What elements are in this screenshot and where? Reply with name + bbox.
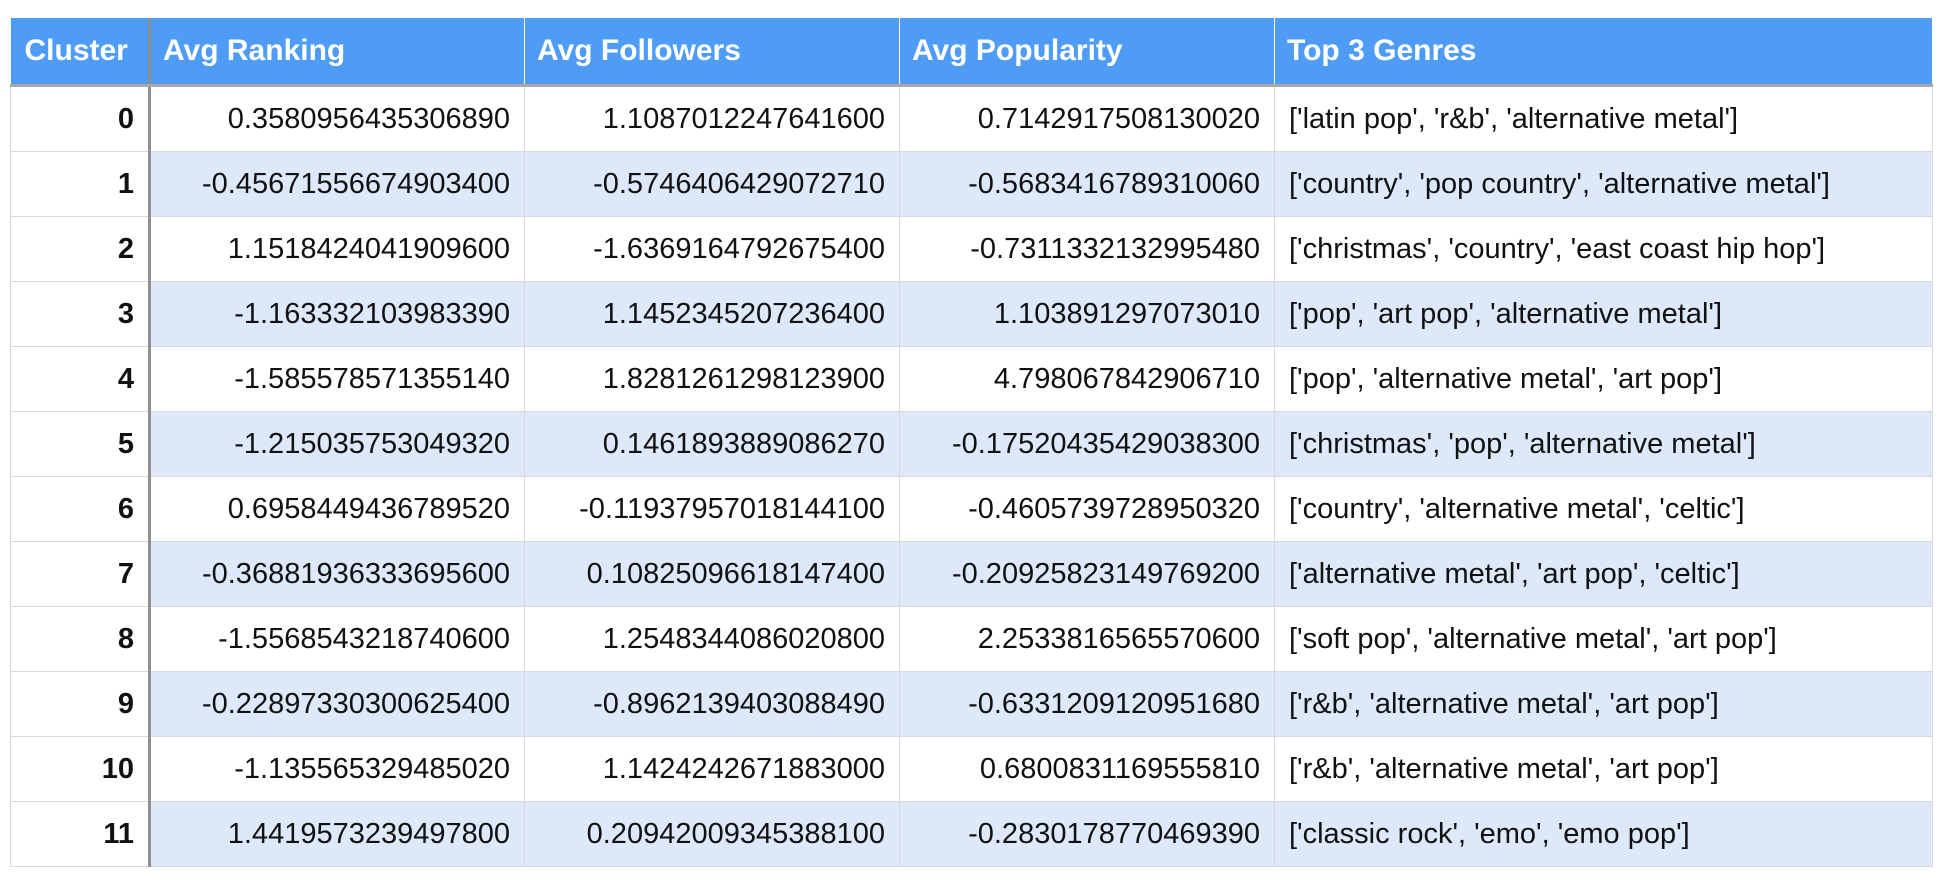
top-genres-cell: ['soft pop', 'alternative metal', 'art p…: [1274, 606, 1933, 672]
avg-popularity-cell: -0.2830178770469390: [899, 801, 1275, 867]
avg-ranking-cell: 1.4419573239497800: [149, 801, 525, 867]
avg-ranking-cell: -1.135565329485020: [149, 736, 525, 802]
avg-followers-cell: 1.1087012247641600: [524, 85, 900, 152]
avg-ranking-cell: -0.22897330300625400: [149, 671, 525, 737]
avg-followers-cell: -1.6369164792675400: [524, 216, 900, 282]
top-genres-cell: ['pop', 'art pop', 'alternative metal']: [1274, 281, 1933, 347]
column-header-avg-followers[interactable]: Avg Followers: [524, 18, 900, 87]
avg-ranking-cell: 0.3580956435306890: [149, 85, 525, 152]
cluster-cell: 4: [10, 346, 151, 412]
cluster-cell: 0: [10, 85, 151, 152]
column-header-avg-popularity[interactable]: Avg Popularity: [899, 18, 1275, 87]
cluster-cell: 3: [10, 281, 151, 347]
table-row: 4 -1.585578571355140 1.8281261298123900 …: [10, 346, 1933, 412]
table-header: Cluster Avg Ranking Avg Followers Avg Po…: [10, 18, 1933, 87]
table-row: 1 -0.45671556674903400 -0.57464064290727…: [10, 151, 1933, 217]
avg-ranking-cell: -1.163332103983390: [149, 281, 525, 347]
avg-popularity-cell: -0.17520435429038300: [899, 411, 1275, 477]
avg-popularity-cell: 0.7142917508130020: [899, 85, 1275, 152]
table-row: 5 -1.215035753049320 0.1461893889086270 …: [10, 411, 1933, 477]
top-genres-cell: ['alternative metal', 'art pop', 'celtic…: [1274, 541, 1933, 607]
avg-ranking-cell: -1.5568543218740600: [149, 606, 525, 672]
avg-followers-cell: 1.2548344086020800: [524, 606, 900, 672]
table-row: 3 -1.163332103983390 1.1452345207236400 …: [10, 281, 1933, 347]
top-genres-cell: ['latin pop', 'r&b', 'alternative metal'…: [1274, 85, 1933, 152]
table-row: 0 0.3580956435306890 1.1087012247641600 …: [10, 85, 1933, 152]
column-header-cluster[interactable]: Cluster: [10, 18, 151, 87]
table-row: 8 -1.5568543218740600 1.2548344086020800…: [10, 606, 1933, 672]
top-genres-cell: ['r&b', 'alternative metal', 'art pop']: [1274, 671, 1933, 737]
table-row: 7 -0.36881936333695600 0.108250966181474…: [10, 541, 1933, 607]
avg-ranking-cell: -0.45671556674903400: [149, 151, 525, 217]
avg-ranking-cell: -1.215035753049320: [149, 411, 525, 477]
cluster-cell: 5: [10, 411, 151, 477]
avg-popularity-cell: -0.7311332132995480: [899, 216, 1275, 282]
top-genres-cell: ['christmas', 'pop', 'alternative metal'…: [1274, 411, 1933, 477]
avg-popularity-cell: 4.798067842906710: [899, 346, 1275, 412]
avg-ranking-cell: 0.6958449436789520: [149, 476, 525, 542]
avg-followers-cell: 0.20942009345388100: [524, 801, 900, 867]
table-row: 2 1.1518424041909600 -1.6369164792675400…: [10, 216, 1933, 282]
cluster-cell: 10: [10, 736, 151, 802]
column-header-avg-ranking[interactable]: Avg Ranking: [149, 18, 525, 87]
avg-ranking-cell: -0.36881936333695600: [149, 541, 525, 607]
table-body: 0 0.3580956435306890 1.1087012247641600 …: [10, 85, 1933, 867]
cluster-cell: 8: [10, 606, 151, 672]
cluster-cell: 1: [10, 151, 151, 217]
top-genres-cell: ['pop', 'alternative metal', 'art pop']: [1274, 346, 1933, 412]
table-row: 9 -0.22897330300625400 -0.89621394030884…: [10, 671, 1933, 737]
top-genres-cell: ['country', 'alternative metal', 'celtic…: [1274, 476, 1933, 542]
table-row: 6 0.6958449436789520 -0.1193795701814410…: [10, 476, 1933, 542]
cluster-summary-table-container: Cluster Avg Ranking Avg Followers Avg Po…: [10, 18, 1933, 867]
top-genres-cell: ['country', 'pop country', 'alternative …: [1274, 151, 1933, 217]
avg-followers-cell: -0.5746406429072710: [524, 151, 900, 217]
cluster-cell: 7: [10, 541, 151, 607]
avg-popularity-cell: 1.103891297073010: [899, 281, 1275, 347]
avg-followers-cell: -0.11937957018144100: [524, 476, 900, 542]
top-genres-cell: ['r&b', 'alternative metal', 'art pop']: [1274, 736, 1933, 802]
cluster-cell: 11: [10, 801, 151, 867]
avg-popularity-cell: -0.20925823149769200: [899, 541, 1275, 607]
header-row: Cluster Avg Ranking Avg Followers Avg Po…: [10, 18, 1933, 87]
avg-followers-cell: 1.1452345207236400: [524, 281, 900, 347]
cluster-cell: 2: [10, 216, 151, 282]
avg-popularity-cell: -0.4605739728950320: [899, 476, 1275, 542]
cluster-cell: 6: [10, 476, 151, 542]
avg-ranking-cell: -1.585578571355140: [149, 346, 525, 412]
avg-followers-cell: 0.10825096618147400: [524, 541, 900, 607]
avg-followers-cell: -0.8962139403088490: [524, 671, 900, 737]
table-row: 11 1.4419573239497800 0.2094200934538810…: [10, 801, 1933, 867]
avg-followers-cell: 0.1461893889086270: [524, 411, 900, 477]
cluster-cell: 9: [10, 671, 151, 737]
avg-popularity-cell: 0.6800831169555810: [899, 736, 1275, 802]
column-header-top-genres[interactable]: Top 3 Genres: [1274, 18, 1933, 87]
avg-followers-cell: 1.1424242671883000: [524, 736, 900, 802]
top-genres-cell: ['classic rock', 'emo', 'emo pop']: [1274, 801, 1933, 867]
avg-popularity-cell: 2.2533816565570600: [899, 606, 1275, 672]
table-row: 10 -1.135565329485020 1.1424242671883000…: [10, 736, 1933, 802]
avg-ranking-cell: 1.1518424041909600: [149, 216, 525, 282]
top-genres-cell: ['christmas', 'country', 'east coast hip…: [1274, 216, 1933, 282]
avg-followers-cell: 1.8281261298123900: [524, 346, 900, 412]
avg-popularity-cell: -0.5683416789310060: [899, 151, 1275, 217]
avg-popularity-cell: -0.6331209120951680: [899, 671, 1275, 737]
cluster-summary-table: Cluster Avg Ranking Avg Followers Avg Po…: [10, 18, 1933, 867]
